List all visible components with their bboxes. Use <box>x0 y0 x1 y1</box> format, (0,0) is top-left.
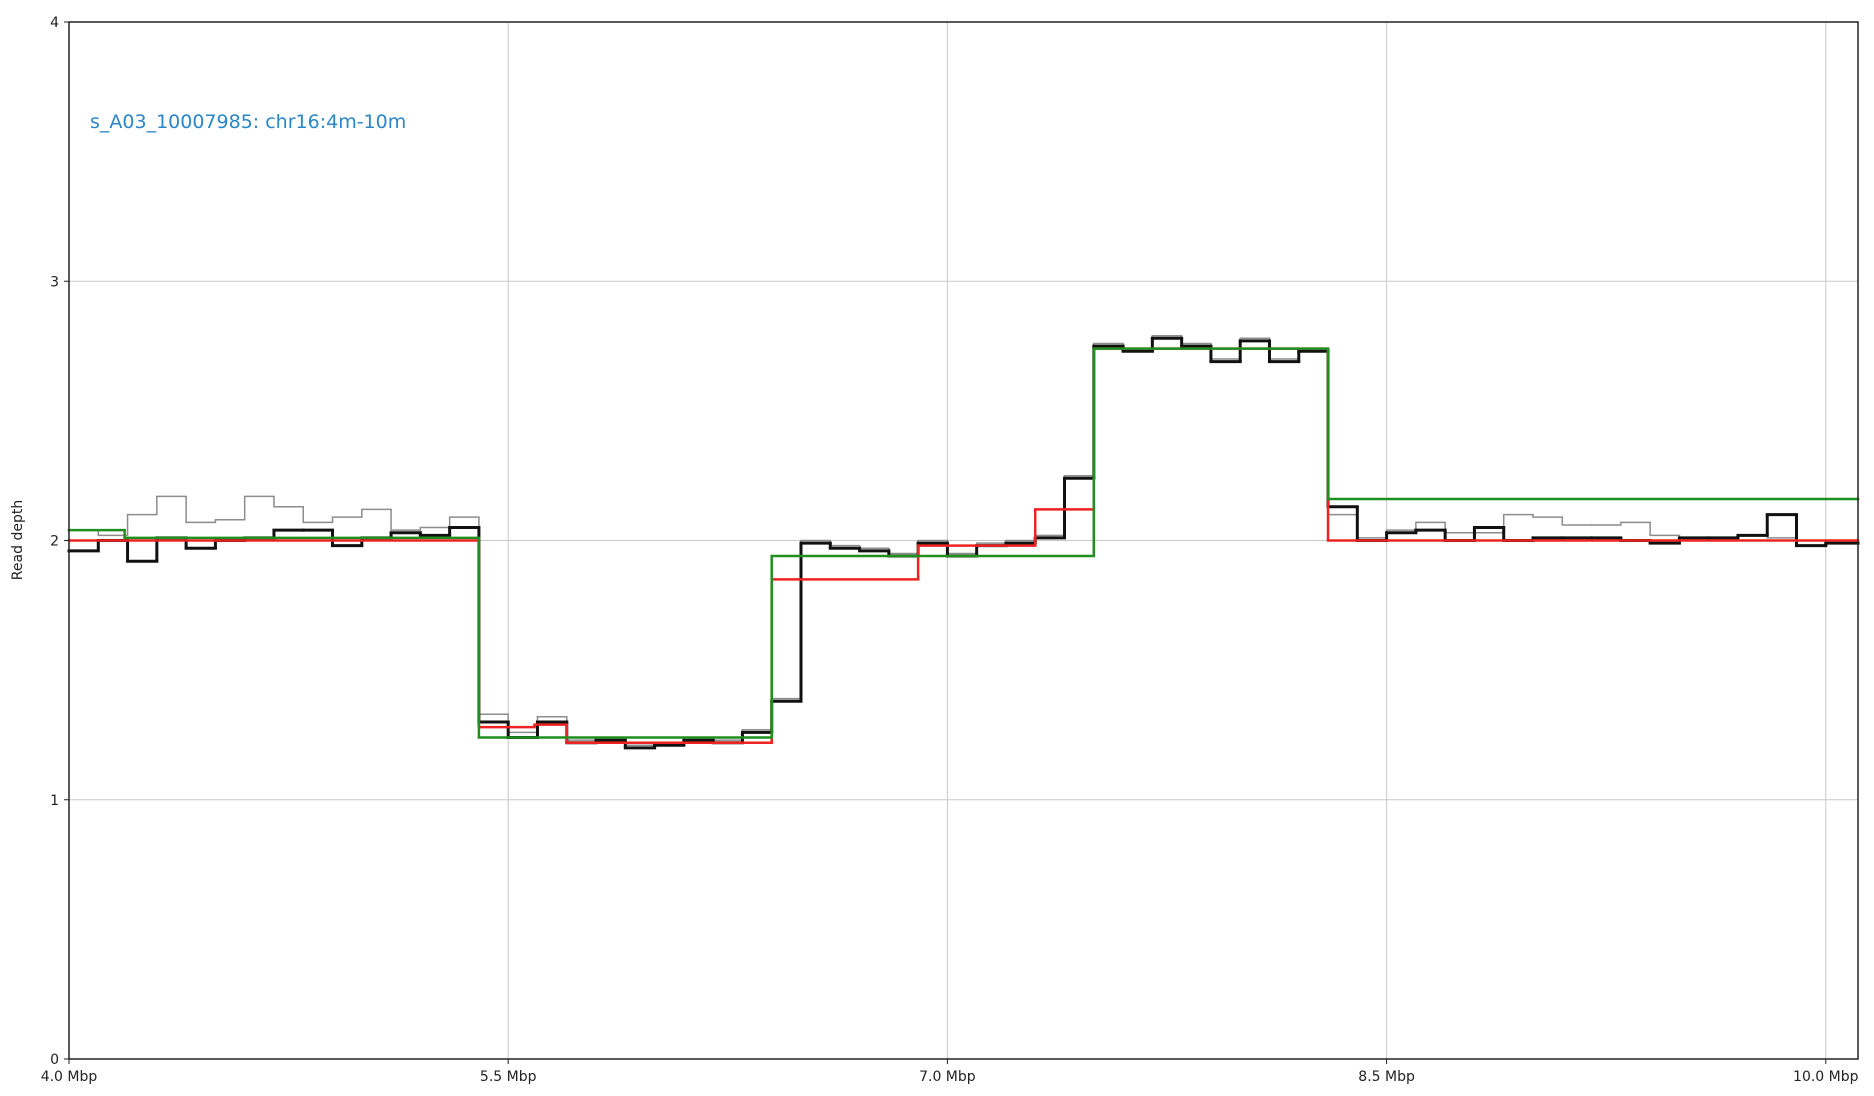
x-tick-label: 10.0 Mbp <box>1793 1069 1859 1085</box>
x-tick-label: 5.5 Mbp <box>480 1069 537 1085</box>
x-tick-label: 8.5 Mbp <box>1358 1069 1415 1085</box>
x-tick-label: 4.0 Mbp <box>41 1069 98 1085</box>
y-tick-label: 2 <box>50 534 59 550</box>
plot-frame <box>68 21 1859 1060</box>
y-tick-label: 4 <box>50 15 59 31</box>
y-tick-label: 0 <box>50 1052 59 1068</box>
y-tick-label: 1 <box>50 793 59 809</box>
y-axis-label: Read depth <box>10 500 26 580</box>
x-tick-label: 7.0 Mbp <box>919 1069 976 1085</box>
annotation: s_A03_10007985: chr16:4m-10m <box>90 111 406 133</box>
y-tick-label: 3 <box>50 274 59 290</box>
